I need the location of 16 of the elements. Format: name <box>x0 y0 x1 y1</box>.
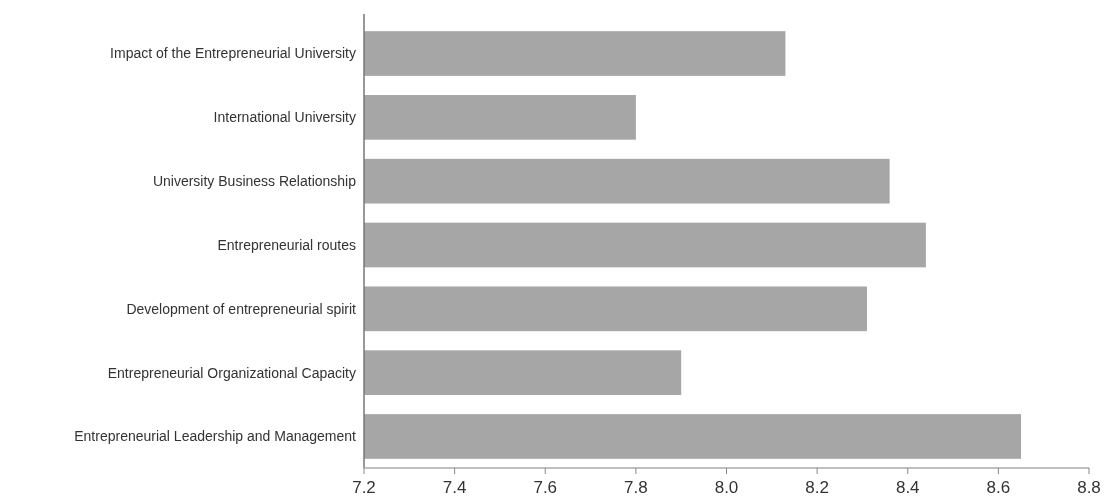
y-tick-label: Impact of the Entrepreneurial University <box>110 45 356 62</box>
y-tick-label: Entrepreneurial routes <box>217 236 356 253</box>
y-tick-label: Entrepreneurial Leadership and Management <box>74 428 357 445</box>
y-tick-label: Entrepreneurial Organizational Capacity <box>107 364 356 381</box>
y-tick-label: International University <box>213 109 356 126</box>
x-tick-label: 8.0 <box>714 478 739 497</box>
y-tick-label: University Business Relationship <box>152 173 357 190</box>
x-tick-label: 7.2 <box>352 478 376 497</box>
x-tick-label: 8.8 <box>1077 478 1101 497</box>
x-tick-label: 7.6 <box>533 478 558 497</box>
x-tick-label: 8.2 <box>805 478 829 497</box>
x-tick-label: 7.8 <box>624 478 648 497</box>
x-tick-label: 8.6 <box>986 478 1011 497</box>
y-tick-label: Development of entrepreneurial spirit <box>126 300 357 317</box>
x-tick-label: 7.4 <box>442 478 467 497</box>
x-tick-label: 8.4 <box>895 478 920 497</box>
